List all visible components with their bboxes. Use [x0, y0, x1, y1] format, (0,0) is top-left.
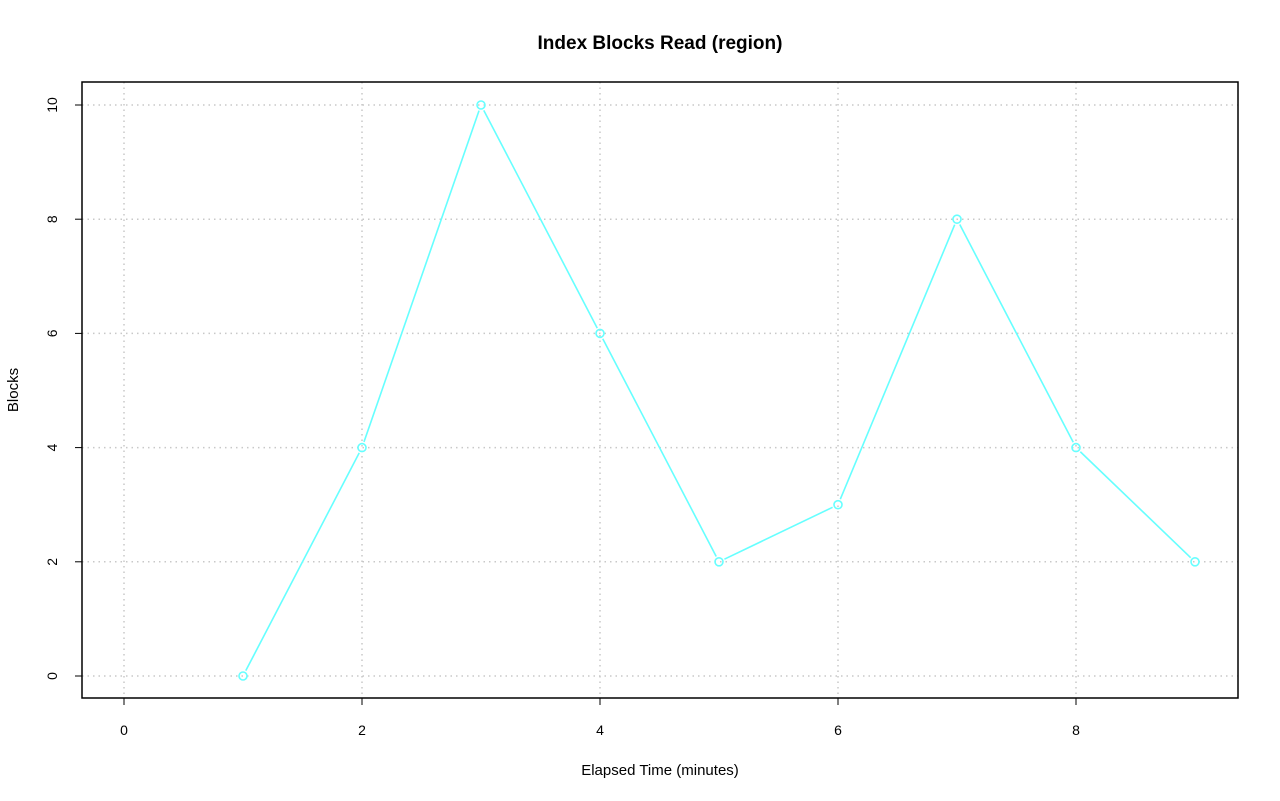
data-point: [833, 499, 843, 510]
y-tick-label: 6: [44, 329, 60, 337]
series-line-segment: [724, 506, 833, 560]
series-line-segment: [959, 224, 1074, 443]
series-line-segment: [602, 338, 717, 557]
y-tick-label: 10: [44, 97, 60, 113]
gridlines: [82, 82, 1238, 698]
data-series: [238, 100, 1200, 681]
data-point: [952, 214, 962, 224]
series-line-segment: [1079, 451, 1192, 559]
series-line-segment: [839, 224, 956, 500]
y-tick-label: 2: [44, 558, 60, 566]
x-axis: 0 2 4 6 8: [120, 698, 1080, 738]
y-tick-label: 0: [44, 672, 60, 680]
data-point: [714, 556, 724, 567]
series-line-segment: [363, 110, 480, 443]
data-point: [1071, 442, 1081, 453]
y-tick-label: 4: [44, 443, 60, 451]
x-tick-label: 4: [596, 722, 604, 738]
y-tick-label: 8: [44, 215, 60, 223]
data-point: [476, 100, 486, 110]
plot-frame: [81, 81, 1239, 699]
x-tick-label: 8: [1072, 722, 1080, 738]
series-line-segment: [245, 452, 360, 672]
x-tick-label: 0: [120, 722, 128, 738]
data-point: [238, 671, 248, 681]
chart-title: Index Blocks Read (region): [538, 33, 783, 54]
series-line-segment: [483, 109, 598, 329]
x-tick-label: 2: [358, 722, 366, 738]
data-point: [595, 328, 605, 339]
data-point: [357, 442, 367, 453]
x-tick-label: 6: [834, 722, 842, 738]
y-axis: 0 2 4 6 8 10: [44, 97, 82, 680]
y-axis-label: Blocks: [5, 368, 22, 412]
x-axis-label: Elapsed Time (minutes): [581, 762, 739, 779]
data-point: [1190, 556, 1200, 567]
